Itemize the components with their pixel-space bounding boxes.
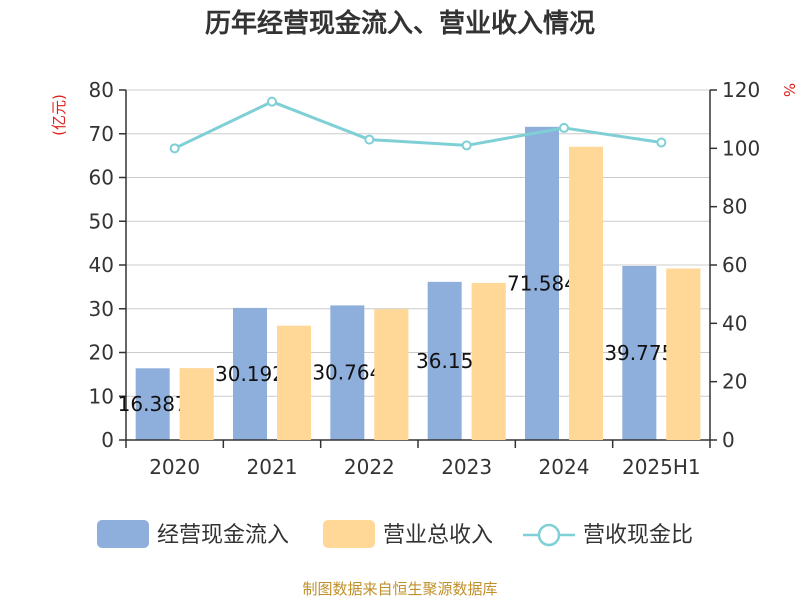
right-tick-label: 40	[722, 311, 747, 335]
left-tick-label: 0	[101, 428, 114, 452]
left-tick-label: 30	[89, 297, 114, 321]
bars	[135, 126, 701, 440]
legend: 经营现金流入 营业总收入 营收现金比	[97, 520, 693, 548]
x-tick-label: 2024	[539, 455, 590, 479]
right-tick-label: 80	[722, 195, 747, 219]
bar-revenue-overlay	[666, 268, 701, 440]
bar-cash-inflow	[233, 307, 267, 440]
data-label: 39.775	[604, 341, 674, 365]
data-labels: 16.387 30.192 30.764 36.15 71.584 39.775	[118, 146, 701, 440]
left-tick-label: 50	[89, 209, 114, 233]
left-tick-label: 10	[89, 384, 114, 408]
left-tick-label: 60	[89, 166, 114, 190]
x-tick-label: 2022	[344, 455, 395, 479]
ratio-polyline	[174, 100, 662, 150]
bar-cash-inflow	[525, 126, 559, 440]
data-label: 30.764	[312, 361, 382, 385]
right-tick-label: 120	[722, 78, 760, 102]
data-label: 30.192	[215, 362, 285, 386]
legend-swatch-revenue	[323, 520, 375, 548]
x-tick-label: 2023	[441, 455, 492, 479]
data-label: 16.387	[118, 392, 188, 416]
x-tick-label: 2025H1	[622, 455, 701, 479]
legend-label-revenue: 营业总收入	[383, 523, 493, 548]
ratio-point	[656, 137, 667, 148]
ratio-point	[364, 134, 375, 145]
right-tick-label: 0	[722, 428, 735, 452]
bar-cash-inflow	[622, 265, 657, 440]
ratio-point	[461, 140, 472, 151]
bar-revenue-overlay	[179, 368, 214, 440]
left-tick-label: 80	[89, 78, 114, 102]
ratio-point	[169, 143, 180, 154]
bar-revenue-overlay	[471, 282, 506, 440]
left-tick-label: 40	[89, 253, 114, 277]
ratio-point	[267, 96, 277, 107]
bar-cash-inflow	[330, 305, 365, 440]
legend-swatch-cash-inflow	[97, 520, 149, 548]
right-tick-label: 20	[722, 370, 747, 394]
bar-cash-inflow	[427, 281, 462, 440]
x-tick-label: 2020	[149, 455, 200, 479]
source-note: 制图数据来自恒生聚源数据库	[302, 580, 497, 598]
bar-revenue-overlay	[569, 146, 603, 440]
data-label: 36.15	[416, 349, 473, 373]
ratio-point	[559, 122, 569, 133]
ratio-line	[169, 96, 667, 154]
bar-revenue-overlay	[277, 325, 311, 440]
legend-label-ratio: 营收现金比	[583, 523, 693, 548]
bar-cash-inflow	[135, 368, 170, 440]
chart-title: 历年经营现金流入、营业收入情况	[205, 8, 595, 39]
bar-revenue-overlay	[374, 309, 409, 440]
left-axis-unit: (亿元)	[50, 94, 68, 136]
data-label: 71.584	[507, 271, 577, 295]
legend-label-cash-inflow: 经营现金流入	[157, 523, 289, 548]
right-tick-label: 60	[722, 253, 747, 277]
right-tick-label: 100	[722, 136, 760, 160]
axes: 0 10 20 30 40 50 60 70 80 0 20 40 60 80 100 120 2020 2021…	[89, 78, 761, 479]
left-tick-label: 70	[89, 122, 114, 146]
right-axis-unit: %	[780, 83, 798, 97]
grid-lines	[126, 89, 710, 441]
left-tick-label: 20	[89, 341, 114, 365]
legend-marker-ratio	[537, 523, 561, 547]
x-tick-label: 2021	[247, 455, 298, 479]
